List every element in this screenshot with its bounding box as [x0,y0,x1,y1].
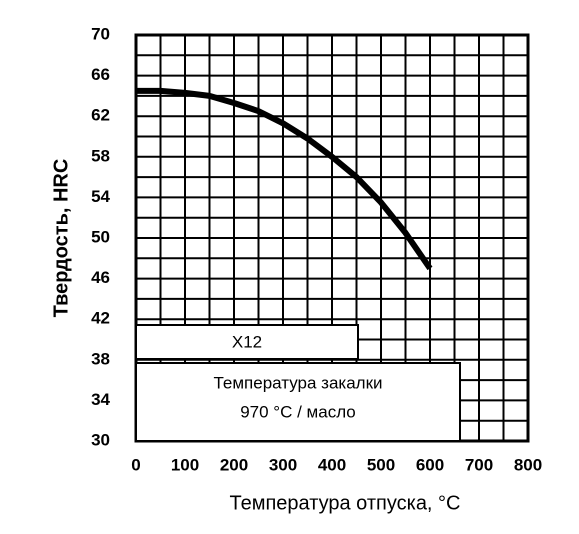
y-tick-label: 30 [91,430,110,449]
y-tick-label: 38 [91,349,110,368]
x-tick-label: 400 [318,455,346,474]
x-tick-label: 800 [514,455,542,474]
x-tick-label: 300 [269,455,297,474]
x-tick-label: 500 [367,455,395,474]
y-tick-label: 62 [91,106,110,125]
y-tick-label: 70 [91,24,110,43]
x-axis-title: Температура отпуска, °C [229,492,460,514]
y-tick-label: 50 [91,227,110,246]
x-tick-label: 100 [171,455,199,474]
x-tick-label: 600 [416,455,444,474]
y-tick-label: 58 [91,146,110,165]
y-tick-label: 42 [91,309,110,328]
legend-box [135,324,359,360]
y-tick-label: 46 [91,268,110,287]
data-line [136,87,433,271]
annotation: 970 °C / масло [240,402,356,421]
y-axis-title: Твердость, HRC [50,159,72,318]
annotation: Температура закалки [213,373,382,392]
annotation-box [135,362,461,442]
y-tick-label: 54 [91,187,110,206]
x-tick-label: 700 [465,455,493,474]
legend-label: X12 [232,332,262,351]
x-tick-label: 0 [131,455,140,474]
x-tick-label: 200 [220,455,248,474]
y-tick-label: 34 [91,390,110,409]
y-tick-label: 66 [91,65,110,84]
